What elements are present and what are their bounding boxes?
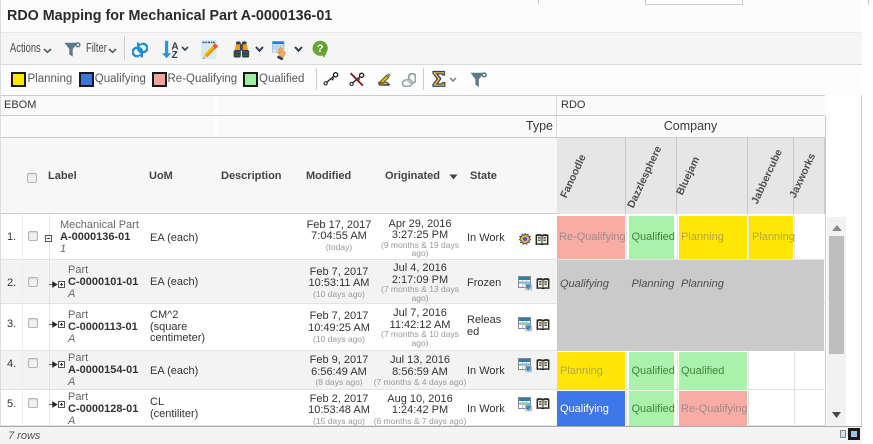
svg-text:?: ? bbox=[317, 43, 324, 55]
svg-text:Z: Z bbox=[172, 50, 178, 59]
svg-text:A: A bbox=[171, 42, 178, 53]
